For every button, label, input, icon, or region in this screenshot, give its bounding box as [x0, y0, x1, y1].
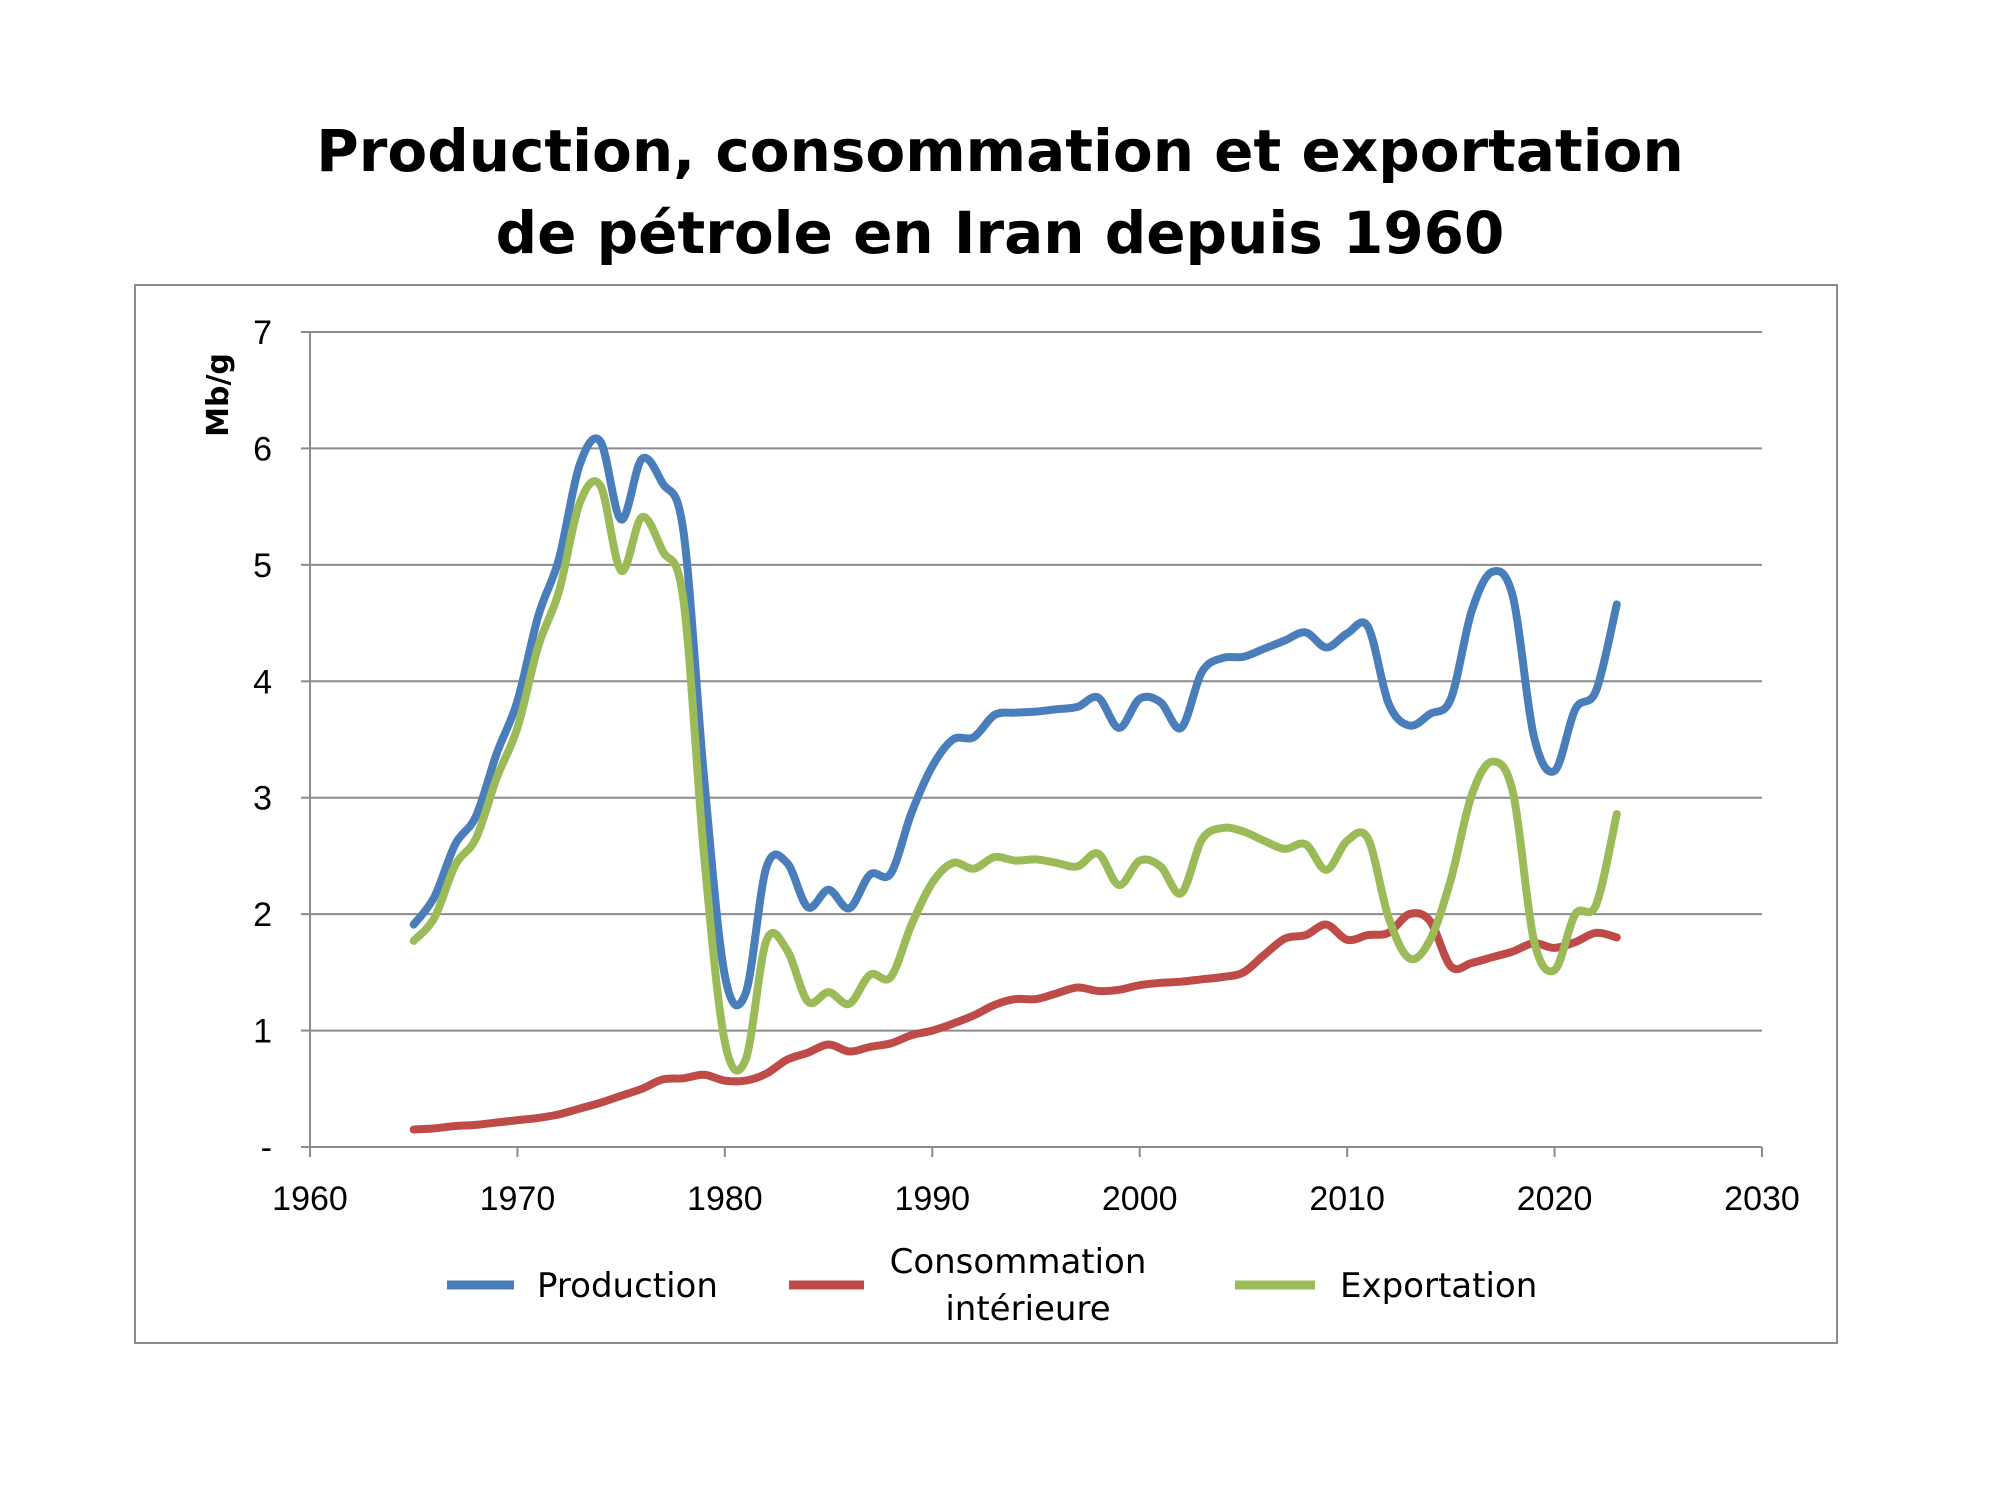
- y-tick-label: -: [261, 1129, 272, 1167]
- series-line-consommation-int-rieure: [409, 909, 1621, 1134]
- x-tick-label: 2000: [1102, 1180, 1178, 1218]
- gridlines: [310, 331, 1762, 1032]
- x-tick-label: 2030: [1724, 1180, 1800, 1218]
- x-tick-label: 2010: [1309, 1180, 1385, 1218]
- y-tick-label: 2: [253, 896, 272, 934]
- series-lines: [409, 434, 1621, 1134]
- legend-label-consommation-line-1: Consommation: [890, 1242, 1147, 1282]
- x-tick-label: 2020: [1517, 1180, 1593, 1218]
- chart-title-line-2: de pétrole en Iran depuis 1960: [495, 199, 1505, 267]
- y-axis-label: Mb/g: [201, 353, 236, 437]
- legend: Production Consommation intérieure Expor…: [447, 1242, 1537, 1329]
- chart-frame: [134, 284, 1838, 1344]
- axes: - 1 2 3 4 5 6 7 1960 1970 1980 1990 2000 2010 2020 2030: [253, 314, 1800, 1218]
- y-tick-label: 3: [253, 780, 272, 818]
- chart-title: Production, consommation et exportation …: [0, 110, 2000, 274]
- series-line-production: [409, 434, 1621, 1010]
- legend-label-consommation-line-2: intérieure: [945, 1289, 1110, 1329]
- legend-label-exportation: Exportation: [1340, 1266, 1537, 1306]
- x-tick-label: 1970: [480, 1180, 556, 1218]
- x-tick-label: 1990: [894, 1180, 970, 1218]
- y-tick-label: 4: [253, 663, 272, 701]
- y-tick-label: 6: [253, 430, 272, 468]
- series-line-exportation: [409, 477, 1621, 1075]
- x-tick-label: 1980: [687, 1180, 763, 1218]
- y-tick-label: 1: [253, 1013, 272, 1051]
- x-tick-label: 1960: [272, 1180, 348, 1218]
- y-tick-label: 5: [253, 547, 272, 585]
- chart-title-line-1: Production, consommation et exportation: [316, 117, 1684, 185]
- y-tick-label: 7: [253, 314, 272, 352]
- legend-label-production: Production: [537, 1266, 718, 1306]
